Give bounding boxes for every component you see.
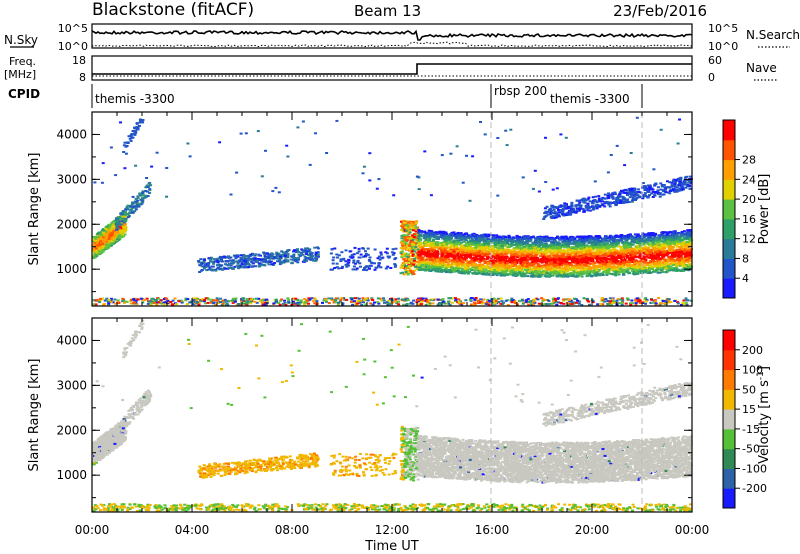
colorbar-segment (723, 428, 735, 450)
freq-tick-bottom: 8 (79, 71, 86, 84)
noise-panel-frame (91, 23, 693, 49)
x-axis-label: Time UT (364, 539, 418, 554)
x-tick-labels: 00:00 04:00 08:00 12:00 16:00 20:00 00:00 (75, 523, 710, 537)
colorbar-segment (723, 159, 735, 180)
noise-tick-left-top: 10^5 (58, 22, 88, 35)
nsky-trace (91, 29, 693, 41)
cpid-segment-2: rbsp 200 (494, 84, 547, 98)
power-ticks: 1000 2000 3000 4000 (56, 112, 693, 306)
cpid-label: CPID (8, 87, 40, 101)
nave-label: Nave (746, 61, 777, 75)
colorbar-segment (723, 278, 735, 299)
velocity-colorbar-label-exp: -1 (756, 371, 766, 380)
colorbar-tick-label: 8 (742, 252, 749, 265)
y-tick-label: 2000 (56, 217, 87, 231)
freq-label-line2: [MHz] (4, 68, 36, 81)
colorbar-segment (723, 389, 735, 410)
colorbar-tick-label: 4 (742, 272, 749, 285)
y-tick-label: 1000 (56, 468, 87, 482)
noise-panel: 10^5 10^0 10^5 10^0 N.Sky N.Search (4, 22, 800, 53)
colorbar-segment (723, 139, 735, 161)
x-tick-label: 16:00 (475, 523, 510, 537)
freq-tick-top: 18 (72, 54, 86, 67)
colorbar-tick-label: 24 (742, 173, 756, 186)
freq-trace (92, 63, 692, 75)
station-title: Blackstone (fitACF) (92, 0, 254, 20)
nave-tick-top: 60 (708, 54, 722, 67)
noise-tick-right-top: 10^5 (708, 22, 738, 35)
colorbar-segment (723, 349, 735, 371)
colorbar-segment (723, 120, 735, 141)
power-ylabel: Slant Range [km] (27, 153, 42, 266)
colorbar-segment (723, 330, 735, 351)
colorbar-segment (723, 258, 735, 279)
velocity-scatter (92, 319, 693, 512)
colorbar-segment (723, 238, 735, 259)
cpid-row: CPID themis -3300 rbsp 200 themis -3300 (8, 84, 643, 108)
noise-tick-right-bottom: 10^0 (708, 40, 738, 53)
colorbar-tick-label: 50 (742, 383, 756, 396)
cpid-segment-1: themis -3300 (95, 92, 175, 106)
colorbar-segment (723, 179, 735, 200)
colorbar-tick-label: 100 (742, 364, 763, 377)
colorbar-tick-label: -200 (742, 482, 767, 495)
colorbar-segment (723, 448, 735, 469)
freq-panel-frame (91, 55, 693, 81)
colorbar-tick-label: -15 (742, 423, 760, 436)
x-tick-label: 00:00 (675, 523, 710, 537)
y-tick-label: 2000 (56, 423, 87, 437)
power-scatter (92, 116, 693, 306)
noise-tick-left-bottom: 10^0 (58, 40, 88, 53)
velocity-panel: 1000 2000 3000 4000 Slant Range [km] 200 100… (27, 317, 772, 513)
colorbar-frame (722, 119, 736, 299)
x-tick-label: 12:00 (375, 523, 410, 537)
colorbar-segment (723, 488, 735, 509)
power-colorbar-label: Power [dB] (757, 174, 772, 245)
velocity-colorbar: 200 100 50 15 -15 -50 -100 -200 (722, 329, 767, 509)
velocity-colorbar-label: Velocity [m s-1] (756, 366, 772, 464)
y-tick-label: 3000 (56, 172, 87, 186)
colorbar-tick-label: -100 (742, 462, 767, 475)
cpid-segment-3: themis -3300 (550, 92, 630, 106)
colorbar-tick-label: 200 (742, 344, 763, 357)
y-tick-label: 4000 (56, 127, 87, 141)
colorbar-segment (723, 468, 735, 489)
freq-panel: 18 8 60 0 Freq. [MHz] Nave (4, 54, 778, 84)
y-tick-label: 1000 (56, 262, 87, 276)
power-colorbar: 4 8 12 16 20 24 28 (722, 119, 756, 299)
power-panel-frame (91, 111, 693, 307)
freq-label-line1: Freq. (9, 55, 36, 68)
colorbar-segment (723, 218, 735, 240)
velocity-ylabel: Slant Range [km] (27, 359, 42, 472)
colorbar-segment (723, 199, 735, 220)
colorbar-tick-label: 12 (742, 233, 756, 246)
date-title: 23/Feb/2016 (613, 2, 707, 20)
colorbar-segment (723, 369, 735, 390)
velocity-ticks: 1000 2000 3000 4000 (56, 318, 693, 512)
power-panel: 1000 2000 3000 4000 Slant Range [km] 4 8 12 16… (27, 111, 772, 307)
y-tick-label: 3000 (56, 378, 87, 392)
velocity-panel-frame (91, 317, 693, 513)
colorbar-frame (722, 329, 736, 509)
y-tick-label: 4000 (56, 333, 87, 347)
velocity-colorbar-label-end: ] (757, 366, 772, 371)
nsearch-trace (91, 41, 693, 48)
colorbar-tick-label: -50 (742, 443, 760, 456)
colorbar-tick-label: 15 (742, 403, 756, 416)
x-tick-label: 04:00 (175, 523, 210, 537)
nsky-label: N.Sky (4, 33, 38, 47)
colorbar-tick-label: 16 (742, 213, 756, 226)
colorbar-segment (723, 409, 735, 430)
nsearch-label: N.Search (746, 28, 800, 42)
beam-title: Beam 13 (354, 2, 421, 20)
colorbar-tick-label: 20 (742, 193, 756, 206)
x-tick-label: 20:00 (575, 523, 610, 537)
colorbar-tick-label: 28 (742, 154, 756, 167)
x-tick-label: 00:00 (75, 523, 110, 537)
velocity-colorbar-label-main: Velocity [m s (757, 380, 772, 464)
x-tick-label: 08:00 (275, 523, 310, 537)
nave-tick-bottom: 0 (708, 71, 715, 84)
